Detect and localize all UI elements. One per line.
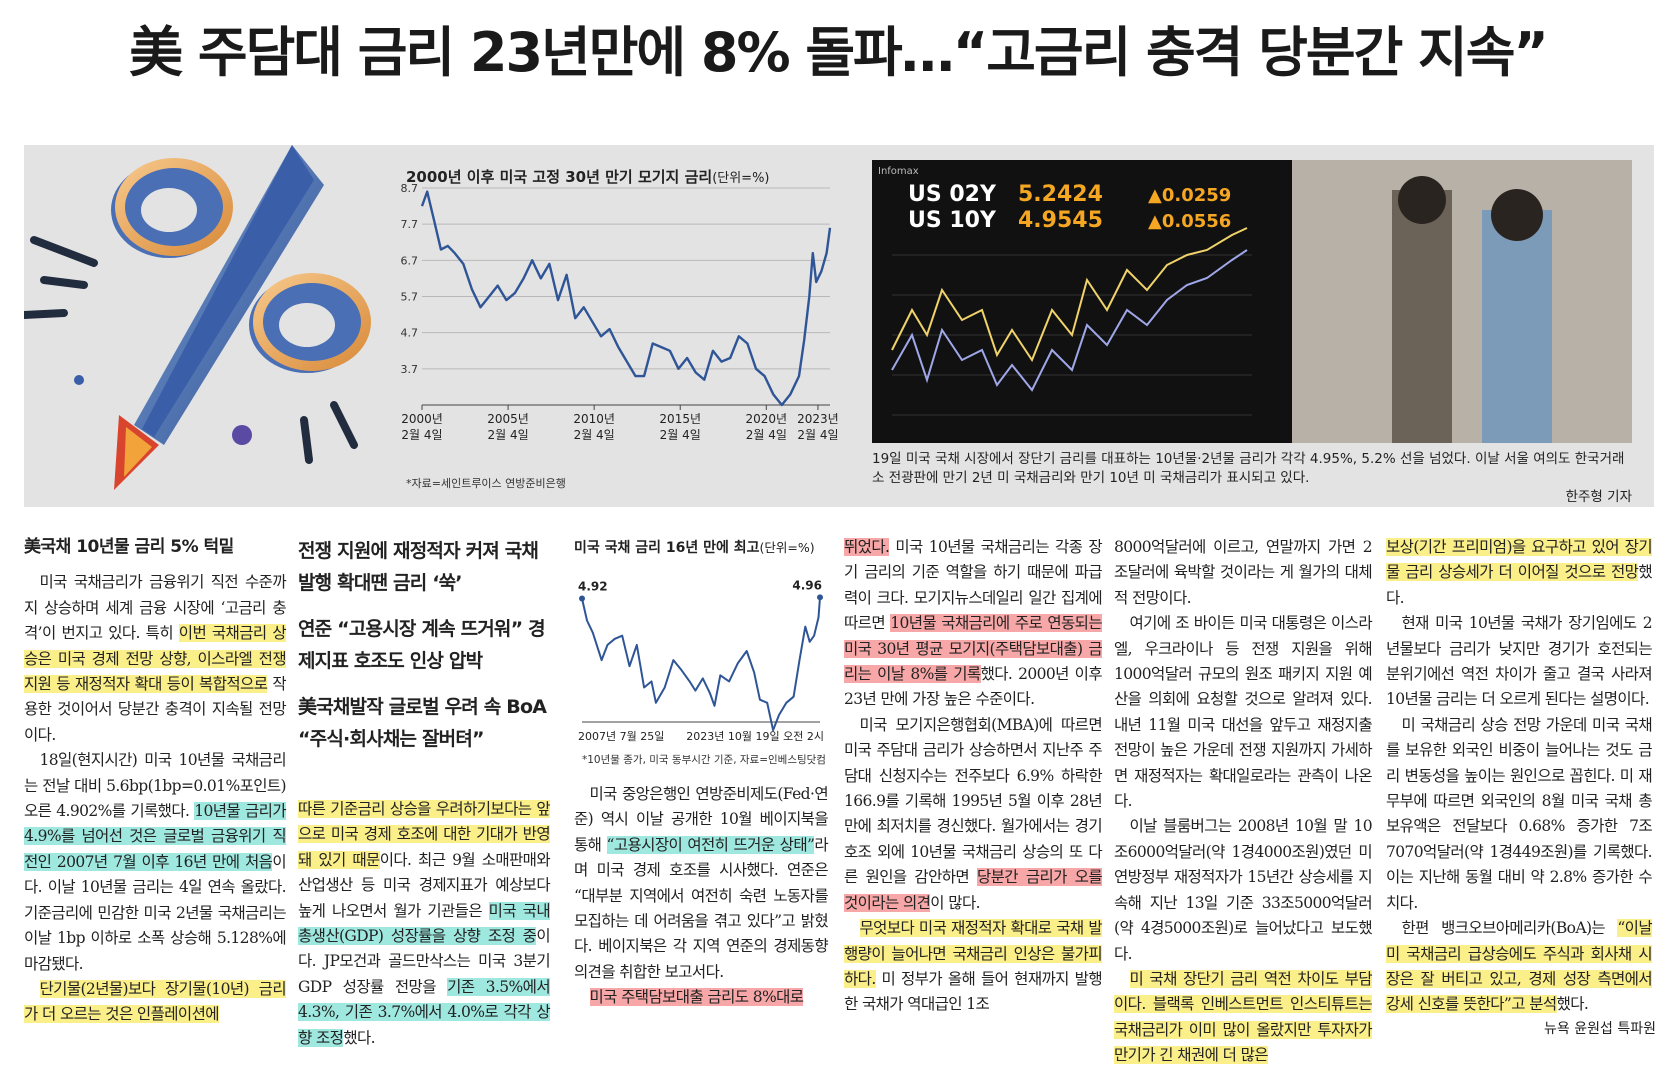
ticker-change: ▲0.0259 [1148, 185, 1232, 206]
subhead-item: 전쟁 지원에 재정적자 커져 국채발행 확대땐 금리 ‘쑥’ [298, 540, 539, 594]
paragraph: 한편 뱅크오브아메리카(BoA)는 “이날 미 국채금리 급상승에도 주식과 회… [1386, 919, 1653, 1014]
chart1-source: *자료=세인트루이스 연방준비은행 [406, 477, 566, 490]
paragraph: 8000억달러에 이르고, 연말까지 가면 2조달러에 육박할 것이라는 게 월… [1114, 538, 1373, 607]
article-col-4: 뛰었다. 미국 10년물 국채금리는 각종 장기 금리의 기준 역할을 하기 때… [844, 535, 1103, 1018]
treasury-yield-chart: 4.92 4.96 2007년 7월 25일 2023년 10월 19일 오전 2시 [578, 578, 824, 743]
col1-subhead: 美국채 10년물 금리 5% 턱밑 [24, 537, 234, 557]
article-col-1: 美국채 10년물 금리 5% 턱밑 미국 국채금리가 금융위기 직전 수준까지 … [24, 535, 287, 1028]
paragraph: 미 국채 장단기 금리 역전 차이도 부담이다. 블랙록 인베스트먼트 인스티튜… [1114, 969, 1373, 1065]
paragraph: 여기에 조 바이든 미국 대통령은 이스라엘, 우크라이나 등 전쟁 지원을 위… [1114, 614, 1373, 811]
paragraph: 18일(현지시간) 미국 10년물 국채금리는 전날 대비 5.6bp(1bp=… [24, 751, 287, 973]
x-tick-label: 2015년 [659, 412, 701, 426]
ticker-symbol: US 02Y [908, 182, 996, 207]
ticker-us02y: US 02Y 5.2424 ▲0.0259 [908, 182, 1231, 207]
subhead-item: 연준 “고용시장 계속 뜨거워” 경제지표 호조도 인상 압박 [298, 618, 546, 672]
ticker-change: ▲0.0556 [1148, 211, 1232, 232]
y-tick-label: 6.7 [401, 254, 419, 267]
byline: 뉴욕 윤원섭 특파원 [1544, 1021, 1656, 1037]
paragraph: 뛰었다. 미국 10년물 국채금리는 각종 장기 금리의 기준 역할을 하기 때… [844, 538, 1103, 709]
chart2-source: *10년물 종가, 미국 동부시간 기준, 자료=인베스팅닷컴 [582, 754, 826, 766]
x-tick-label: 2월 4일 [746, 428, 787, 442]
y-tick-label: 7.7 [401, 218, 419, 231]
paragraph: 단기물(2년물)보다 장기물(10년) 금리가 더 오르는 것은 인플레이션에 [24, 979, 287, 1024]
series-line [581, 597, 821, 732]
x-tick-label: 2007년 7월 25일 [578, 729, 664, 743]
x-tick-label: 2월 4일 [401, 428, 442, 442]
ticker-symbol: US 10Y [908, 208, 996, 233]
x-tick-label: 2020년 [746, 412, 788, 426]
y-tick-label: 8.7 [401, 182, 419, 195]
y-tick-label: 3.7 [401, 363, 419, 376]
x-tick-label: 2월 4일 [797, 428, 838, 442]
data-label-start: 4.92 [578, 580, 608, 594]
start-point [579, 595, 585, 602]
subhead-list: 전쟁 지원에 재정적자 커져 국채발행 확대땐 금리 ‘쑥’ 연준 “고용시장 … [298, 535, 550, 755]
article-col-6: 보상(기간 프리미엄)을 요구하고 있어 장기물 금리 상승세가 더 이어질 것… [1386, 535, 1653, 1018]
trading-board-photo: Infomax US 02Y 5.2424 ▲0.0259 US 10Y 4.9545… [872, 160, 1632, 443]
photo-credit: 한주형 기자 [1565, 489, 1632, 505]
x-tick-label: 2005년 [487, 412, 529, 426]
photo-caption-text: 19일 미국 국채 시장에서 장단기 금리를 대표하는 10년물·2년물 금리가… [872, 451, 1625, 486]
subhead-item: 美국채발작 글로벌 우려 속 BoA “주식·회사채는 잘버텨” [298, 696, 547, 750]
paragraph: 미국 주택담보대출 금리도 8%대로 [589, 988, 804, 1007]
end-point [817, 594, 823, 601]
y-tick-label: 5.7 [401, 291, 419, 304]
x-tick-label: 2023년 [797, 412, 839, 426]
article-col-2: 전쟁 지원에 재정적자 커져 국채발행 확대땐 금리 ‘쑥’ 연준 “고용시장 … [298, 535, 551, 1051]
paragraph: 보상(기간 프리미엄)을 요구하고 있어 장기물 금리 상승세가 더 이어질 것… [1386, 538, 1653, 607]
x-tick-label: 2월 4일 [574, 428, 615, 442]
article-col-3: 미국 중앙은행인 연방준비제도(Fed·연준) 역시 이날 공개한 10월 베이… [574, 782, 829, 1011]
percent-rocket-illustration [24, 145, 371, 490]
x-tick-label: 2023년 10월 19일 오전 2시 [686, 729, 824, 743]
x-tick-label: 2010년 [573, 412, 615, 426]
paragraph: 미국 모기지은행협회(MBA)에 따르면 미국 주담대 금리가 상승하면서 지난… [844, 715, 1103, 912]
data-label-end: 4.96 [792, 578, 822, 592]
paragraph: 이날 블룸버그는 2008년 10월 말 10조6000억달러(약 1경4000… [1114, 817, 1373, 963]
ticker-us10y: US 10Y 4.9545 ▲0.0556 [908, 208, 1231, 233]
paragraph: 미 국채금리 상승 전망 가운데 미국 국채를 보유한 외국인 비중이 늘어나는… [1386, 715, 1653, 912]
x-tick-label: 2000년 [401, 412, 443, 426]
chart2-title: 미국 국채 금리 16년 만에 최고(단위=%) [574, 540, 815, 556]
trading-board-graphic: Infomax [872, 160, 1632, 443]
x-tick-label: 2월 4일 [660, 428, 701, 442]
paragraph: 현재 미국 10년물 국채가 장기임에도 2년물보다 금리가 낮지만 경기가 호… [1386, 614, 1653, 709]
x-tick-label: 2월 4일 [487, 428, 528, 442]
ticker-value: 4.9545 [1018, 208, 1103, 233]
chart1-title: 2000년 이후 미국 고정 30년 만기 모기지 금리(단위=%) [406, 168, 770, 186]
mortgage-rate-chart: 8.7 7.7 6.7 5.7 4.7 3.7 2000년 2월 4일 2005년 2월 4일 20… [401, 182, 839, 442]
ticker-value: 5.2424 [1018, 182, 1103, 207]
article-col-5: 8000억달러에 이르고, 연말까지 가면 2조달러에 육박할 것이라는 게 월… [1114, 535, 1373, 1069]
photo-caption: 19일 미국 국채 시장에서 장단기 금리를 대표하는 10년물·2년물 금리가… [872, 450, 1632, 507]
photo-board-logo: Infomax [878, 166, 919, 177]
paragraph: 미국 중앙은행인 연방준비제도(Fed·연준) 역시 이날 공개한 10월 베이… [574, 785, 829, 981]
paragraph: 따른 기준금리 상승을 우려하기보다는 앞으로 미국 경제 호조에 대한 기대가… [298, 800, 551, 1047]
paragraph: 미국 국채금리가 금융위기 직전 수준까지 상승하며 세계 금융 시장에 ‘고금… [24, 573, 287, 744]
series-line [420, 190, 832, 407]
y-tick-label: 4.7 [401, 327, 419, 340]
headline: 美 주담대 금리 23년만에 8% 돌파…“고금리 충격 당분간 지속” [129, 21, 1549, 84]
paragraph: 무엇보다 미국 재정적자 확대로 국채 발행량이 늘어나면 국채금리 인상은 불… [844, 919, 1103, 1014]
